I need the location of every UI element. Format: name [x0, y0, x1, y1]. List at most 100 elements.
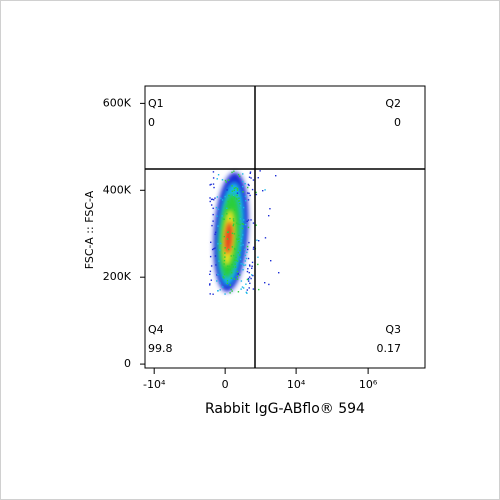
dot [223, 273, 226, 276]
dot [241, 227, 244, 230]
dot [226, 231, 229, 234]
dot [237, 251, 239, 254]
dot [251, 261, 254, 264]
dot [236, 187, 239, 190]
dot [232, 223, 235, 225]
dot [231, 246, 234, 248]
dot [209, 283, 211, 285]
quadrant-value: 0 [148, 116, 155, 129]
dot [236, 278, 239, 280]
dot [236, 222, 238, 224]
dot [236, 192, 239, 194]
dot [233, 247, 236, 250]
dot [216, 196, 219, 198]
dot [257, 177, 259, 179]
dot [236, 238, 238, 240]
dot [251, 265, 253, 267]
dot [223, 277, 225, 279]
dot [233, 278, 236, 280]
dot [270, 260, 272, 262]
dot [212, 183, 215, 185]
dot [221, 286, 224, 288]
dot [245, 291, 248, 294]
dot [221, 199, 224, 201]
dot [238, 237, 240, 240]
dot [242, 244, 244, 246]
dot [249, 172, 251, 175]
dot [210, 279, 213, 281]
dot [250, 177, 252, 179]
dot [249, 265, 251, 267]
dot [242, 287, 245, 289]
dot [213, 186, 215, 189]
dot [246, 248, 249, 251]
dot [247, 280, 250, 282]
dot [231, 171, 233, 174]
dot [278, 272, 280, 274]
dot [248, 271, 250, 274]
dot [246, 270, 249, 273]
dot [256, 239, 258, 241]
dot [264, 189, 266, 191]
dot [244, 264, 247, 266]
quadrant-name: Q4 [148, 323, 164, 336]
dot [229, 204, 232, 206]
dot [249, 171, 252, 173]
dot [229, 207, 231, 209]
dot [226, 265, 229, 267]
dot [210, 204, 213, 206]
dot [212, 213, 214, 216]
dot [252, 274, 254, 277]
dot [231, 263, 233, 266]
dot [209, 273, 211, 276]
dot [216, 280, 218, 282]
dot [252, 179, 255, 181]
dot [234, 248, 236, 251]
dot [252, 248, 255, 250]
dot [244, 182, 246, 185]
dot [235, 256, 237, 259]
dot [209, 255, 212, 258]
dot [247, 219, 250, 221]
dot [231, 232, 234, 235]
dot [216, 178, 218, 180]
dot [255, 191, 257, 194]
dot [227, 231, 230, 233]
dot [240, 240, 242, 242]
dot [243, 219, 245, 221]
dot [226, 238, 229, 240]
dot [234, 266, 237, 268]
y-tick-label: 0 [124, 357, 131, 370]
dot [248, 287, 250, 289]
dot [224, 195, 226, 198]
dot [232, 254, 235, 257]
dot [240, 288, 242, 290]
dot [246, 251, 248, 254]
dot [214, 197, 216, 199]
dot [220, 242, 222, 245]
dot [223, 218, 225, 220]
dot [217, 225, 219, 227]
dot [215, 264, 217, 266]
dot [257, 263, 259, 266]
dot [221, 179, 224, 181]
dot [247, 277, 250, 280]
dot [229, 268, 231, 271]
dot [211, 224, 213, 227]
dot [230, 288, 232, 291]
dot [229, 217, 231, 220]
population-cloud [213, 172, 249, 292]
dot [233, 187, 236, 189]
dot [235, 197, 238, 200]
dot [237, 238, 239, 241]
dot [214, 231, 217, 234]
dot [241, 286, 244, 288]
dot [239, 249, 241, 252]
dot [236, 194, 238, 196]
dot [228, 194, 230, 197]
dot [219, 282, 221, 284]
dot [212, 171, 215, 173]
dot [246, 220, 248, 222]
dot [238, 175, 241, 178]
